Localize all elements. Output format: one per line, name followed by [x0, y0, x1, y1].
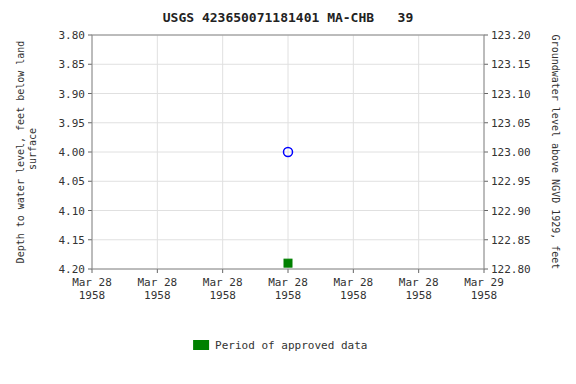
tick-label: Mar 291958: [464, 276, 504, 302]
text-line: 1958: [209, 289, 236, 302]
tick-mark: [92, 269, 93, 273]
text-line: 1958: [144, 289, 171, 302]
axis-label: Depth to water level, feet below land su…: [15, 41, 38, 264]
legend-label: Period of approved data: [215, 339, 367, 352]
text-line: 1958: [340, 289, 367, 302]
tick-label: 4.10: [59, 205, 86, 218]
tick-mark: [484, 269, 488, 270]
tick-label: 122.95: [491, 175, 531, 188]
text-line: Mar 29: [464, 276, 504, 289]
grid-line: [157, 35, 158, 269]
tick-mark: [484, 210, 488, 211]
tick-label: Mar 281958: [72, 276, 112, 302]
legend-swatch: [193, 340, 209, 350]
marks: [284, 148, 293, 268]
tick-label: 4.20: [59, 263, 86, 276]
tick-label: 123.00: [491, 146, 531, 159]
axis-label-group: Depth to water level, feet below land su…: [15, 41, 38, 264]
text-line: Mar 28: [268, 276, 308, 289]
tick-mark: [484, 64, 488, 65]
grid-line: [222, 35, 223, 269]
tick-mark: [88, 35, 92, 36]
tick-mark: [88, 122, 92, 123]
tick-mark: [353, 269, 354, 273]
tick-mark: [484, 152, 488, 153]
tick-mark: [88, 181, 92, 182]
tick-label: Mar 281958: [399, 276, 439, 302]
legend: Period of approved data: [193, 339, 367, 352]
tick-label: 122.80: [491, 263, 531, 276]
text-line: Mar 28: [72, 276, 112, 289]
title: USGS 423650071181401 MA-CHB 39: [163, 10, 413, 25]
grid: [92, 35, 484, 269]
text-line: Depth to water level, feet below land: [15, 41, 26, 264]
tick-mark: [418, 269, 419, 273]
text-line: 1958: [79, 289, 106, 302]
tick-mark: [157, 269, 158, 273]
tick-label: 3.95: [59, 117, 86, 130]
tick-label: 122.90: [491, 205, 531, 218]
tick-mark: [288, 269, 289, 273]
tick-label: 4.05: [59, 175, 86, 188]
tick-label: 123.10: [491, 88, 531, 101]
tick-mark: [88, 64, 92, 65]
plot-frame: [92, 35, 484, 269]
tick-mark: [88, 239, 92, 240]
tick-label: Mar 281958: [203, 276, 243, 302]
tick-label: Mar 281958: [333, 276, 373, 302]
text-line: Mar 28: [203, 276, 243, 289]
text-line: Mar 28: [333, 276, 373, 289]
text-line: Mar 28: [137, 276, 177, 289]
axis-label: Groundwater level above NGVD 1929, feet: [550, 35, 561, 270]
tick-label: 123.15: [491, 58, 531, 71]
tick-label: Mar 281958: [137, 276, 177, 302]
tick-mark: [484, 93, 488, 94]
tick-mark: [484, 181, 488, 182]
grid-line: [353, 35, 354, 269]
tick-label: 4.15: [59, 234, 86, 247]
tick-label: 123.20: [491, 29, 531, 42]
tick-label: Mar 281958: [268, 276, 308, 302]
tick-label: 4.00: [59, 146, 86, 159]
text-line: 1958: [275, 289, 302, 302]
tick-mark: [88, 93, 92, 94]
text-line: Mar 28: [399, 276, 439, 289]
axis-label-group: Groundwater level above NGVD 1929, feet: [550, 35, 561, 270]
tick-label: 123.05: [491, 117, 531, 130]
tick-mark: [88, 269, 92, 270]
point: [284, 148, 293, 157]
axes: 3.80 3.85 3.90 3.95 4.00 4.05 4.10 4.15 4.20 122.…: [59, 29, 531, 302]
tick-mark: [222, 269, 223, 273]
point: [284, 259, 292, 267]
tick-label: 3.90: [59, 88, 86, 101]
grid-line: [418, 35, 419, 269]
text-line: 1958: [405, 289, 432, 302]
text-line: 1958: [471, 289, 498, 302]
tick-mark: [484, 239, 488, 240]
tick-label: 122.85: [491, 234, 531, 247]
tick-mark: [484, 35, 488, 36]
tick-mark: [484, 269, 485, 273]
text-line: surface: [27, 128, 38, 176]
tick-mark: [88, 210, 92, 211]
chart: 3.80 3.85 3.90 3.95 4.00 4.05 4.10 4.15 4.20 122.…: [0, 0, 576, 384]
tick-label: 3.85: [59, 58, 86, 71]
tick-mark: [484, 122, 488, 123]
grid-line: [288, 35, 289, 269]
tick-mark: [88, 152, 92, 153]
tick-label: 3.80: [59, 29, 86, 42]
